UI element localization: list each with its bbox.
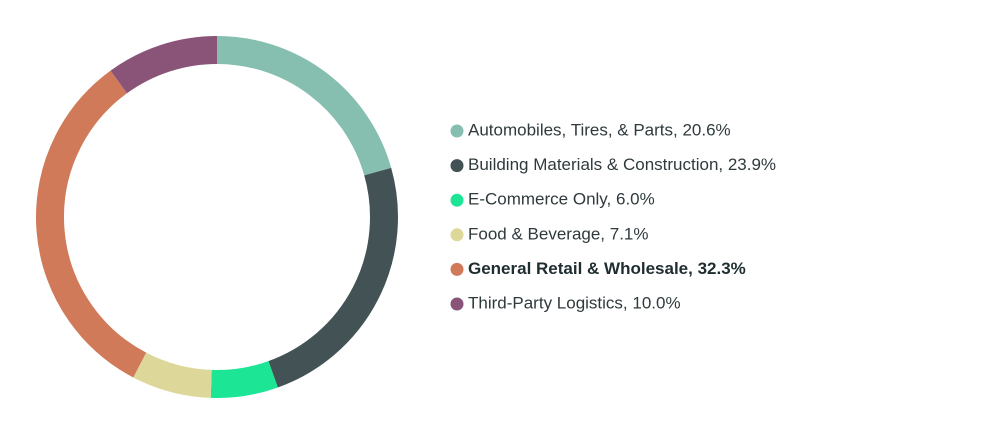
donut-segment (110, 36, 218, 94)
legend-label: Third-Party Logistics, 10.0% (468, 293, 681, 312)
donut-segment (133, 352, 213, 398)
donut-segment (216, 36, 392, 176)
legend-marker (450, 262, 464, 276)
legend-label: Automobiles, Tires, & Parts, 20.6% (468, 120, 731, 139)
donut-segment (36, 70, 147, 378)
legend-marker (450, 297, 464, 311)
legend-marker (450, 193, 464, 207)
legend-marker (450, 124, 464, 138)
donut-segment (268, 167, 398, 388)
legend-marker (450, 228, 464, 242)
legend-label: Building Materials & Construction, 23.9% (468, 155, 776, 174)
legend-marker (450, 159, 464, 173)
legend-label: General Retail & Wholesale, 32.3% (468, 259, 746, 278)
donut-segment (210, 360, 278, 398)
legend-label: Food & Beverage, 7.1% (468, 224, 649, 243)
legend-label: E-Commerce Only, 6.0% (468, 190, 655, 209)
